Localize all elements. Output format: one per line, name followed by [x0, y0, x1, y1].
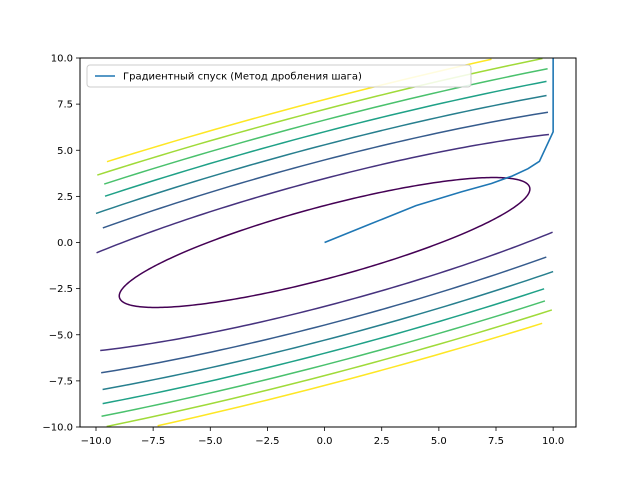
series-layer: [324, 58, 554, 244]
contour-line-2: [96, 133, 553, 352]
x-tick-label: −2.5: [255, 436, 279, 447]
y-tick-label: 5.0: [57, 146, 73, 157]
contour-line-6: [101, 67, 548, 418]
legend-entry-label: Градиентный спуск (Метод дробления шага): [123, 72, 362, 83]
contour-line-3: [101, 111, 549, 374]
x-tick-label: −5.0: [198, 436, 222, 447]
y-tick-label: −5.0: [49, 330, 73, 341]
x-tick-label: 7.5: [488, 436, 504, 447]
x-tick-label: 2.5: [374, 436, 390, 447]
y-tick-label: −2.5: [49, 284, 73, 295]
plot-area-frame: [79, 57, 577, 428]
y-tick-label: 0.0: [57, 238, 73, 249]
x-tick-label: 10.0: [542, 436, 564, 447]
x-tick-label: −7.5: [141, 436, 165, 447]
y-axis: −10.0 −7.5 −5.0 −2.5 0.0 2.5 5.0 7.5 10.0: [42, 54, 80, 434]
y-tick-label: 10.0: [51, 54, 73, 65]
y-tick-label: 7.5: [57, 100, 73, 111]
contour-line-4: [95, 94, 554, 391]
y-tick-label: −10.0: [42, 423, 73, 434]
legend: Градиентный спуск (Метод дробления шага): [86, 64, 472, 88]
y-tick-label: −7.5: [49, 376, 73, 387]
contour-line-5: [102, 80, 547, 405]
contour-line-1: [118, 176, 531, 309]
y-tick-label: 2.5: [57, 192, 73, 203]
x-axis: −10.0 −7.5 −5.0 −2.5 0.0 2.5 5.0 7.5 10.0: [81, 427, 564, 447]
x-tick-label: −10.0: [81, 436, 112, 447]
series-line-1: [324, 58, 554, 244]
x-tick-label: 0.0: [317, 436, 333, 447]
contour-lines: [95, 58, 554, 427]
x-tick-label: 5.0: [431, 436, 447, 447]
legend-box: [86, 64, 472, 88]
